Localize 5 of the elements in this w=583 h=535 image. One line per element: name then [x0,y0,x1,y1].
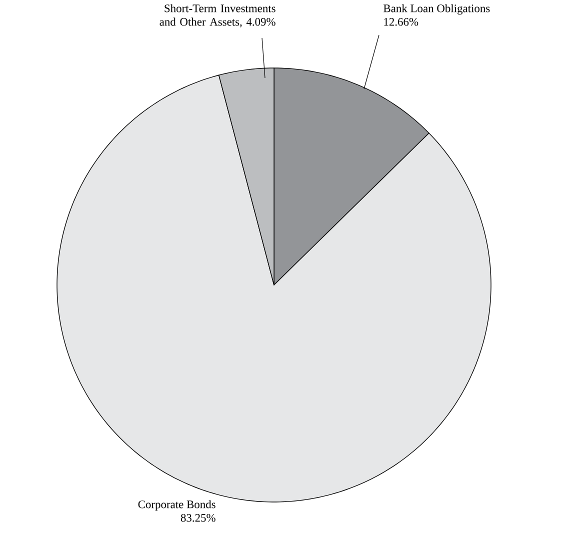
slice-label: Corporate Bonds [138,500,216,511]
slice-label: Short-Term Investments and Other Assets, 4.09% [160,4,276,28]
slice-label: Bank Loan Obligations [384,4,490,15]
data-label: 12.66% [384,18,418,26]
data-label: 83.25% [180,514,216,522]
